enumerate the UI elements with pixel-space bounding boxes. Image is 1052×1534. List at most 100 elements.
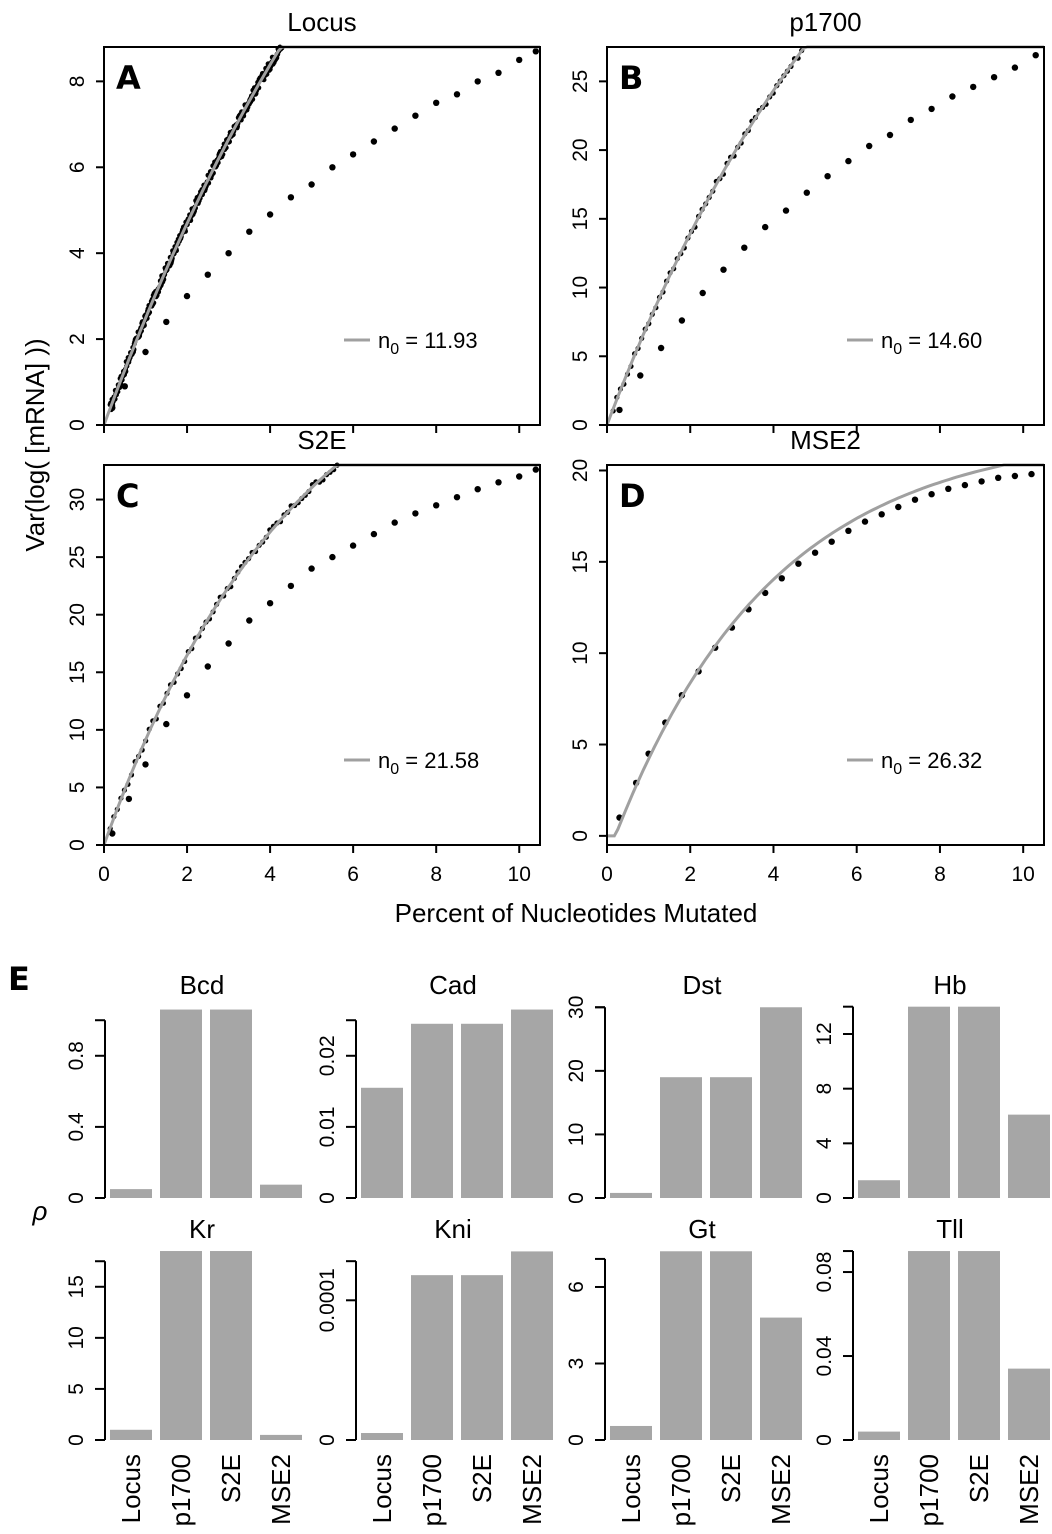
data-point: [895, 503, 902, 511]
legend-label-mse2: n0 = 26.32: [881, 748, 982, 778]
data-point: [474, 486, 481, 493]
data-point: [183, 292, 191, 300]
data-point: [878, 511, 885, 518]
category-label: MSE2: [517, 1454, 547, 1525]
y-tick-label: 0.0001: [316, 1268, 339, 1332]
scatter-panel-p1700: p1700 B 0 5 10 15 20 25 n0 = 14.60: [569, 7, 1045, 433]
bar-kni-s2e: [461, 1275, 503, 1440]
data-point: [762, 223, 769, 231]
bar-kni-p1700: [411, 1275, 453, 1440]
x-tick-label: 0: [601, 863, 613, 886]
bar-tll-p1700: [908, 1251, 950, 1440]
data-point: [516, 473, 523, 480]
data-point: [225, 640, 232, 647]
data-point: [125, 795, 133, 803]
plot-frame-p1700: [606, 46, 1045, 426]
plot-frame-locus: [103, 46, 541, 426]
data-point: [845, 157, 852, 165]
y-tick-label: 0.8: [65, 1041, 88, 1070]
data-point: [412, 510, 419, 517]
bar-title-kni: Kni: [434, 1214, 472, 1244]
data-point: [516, 56, 523, 64]
y-tick-label: 0: [65, 1192, 88, 1204]
data-point: [495, 479, 502, 486]
data-point: [795, 560, 802, 567]
data-point: [142, 761, 149, 768]
data-point: [474, 78, 481, 85]
bar-tll-mse2: [1008, 1368, 1050, 1440]
category-label: p1700: [914, 1454, 944, 1526]
bar-bcd-mse2: [260, 1184, 302, 1198]
data-point: [532, 48, 539, 55]
data-point: [391, 519, 398, 526]
data-point: [495, 69, 502, 77]
y-tick-label: 6: [66, 161, 89, 173]
y-tick-label: 4: [813, 1137, 836, 1149]
y-tick-label: 2: [66, 333, 89, 345]
y-tick-label: 0: [565, 1192, 588, 1204]
panel-title-mse2: MSE2: [790, 425, 861, 455]
fit-curve-locus: [102, 45, 540, 426]
y-tick-label: 25: [66, 545, 89, 568]
y-tick-label: 5: [66, 782, 89, 794]
top-x-axis-label: Percent of Nucleotides Mutated: [395, 898, 758, 928]
x-tick-label: 8: [430, 863, 442, 886]
y-tick-label: 0: [316, 1192, 339, 1204]
panel-letter-c: C: [116, 477, 139, 515]
bar-hb-mse2: [1008, 1114, 1050, 1198]
y-tick-label: 0: [66, 419, 89, 431]
data-point: [699, 289, 706, 297]
bar-gt-mse2: [760, 1317, 802, 1440]
category-label: MSE2: [1014, 1454, 1044, 1525]
data-point: [266, 600, 274, 607]
bar-hb-locus: [858, 1180, 900, 1198]
data-points-s2e: [107, 462, 539, 837]
bar-cad-locus: [361, 1087, 403, 1198]
y-tick-label: 20: [66, 603, 89, 626]
bar-kni-mse2: [511, 1251, 553, 1440]
data-point: [121, 383, 128, 390]
data-point: [637, 372, 644, 379]
y-tick-label: 25: [569, 70, 592, 93]
data-point: [204, 271, 211, 278]
data-point: [907, 116, 914, 124]
bar-kr-s2e: [210, 1251, 252, 1440]
x-tick-label: 4: [768, 863, 780, 886]
x-tick-label: 10: [508, 863, 531, 886]
y-tick-label: 30: [565, 996, 588, 1019]
data-point: [886, 131, 894, 139]
bar-panel-kni: Kni 0 0.0001 Locus p1700 S2E MSE2: [316, 1214, 553, 1526]
x-tick-label: 6: [851, 863, 863, 886]
y-tick-label: 0.04: [813, 1335, 836, 1376]
data-point: [329, 164, 336, 171]
bar-bcd-p1700: [160, 1009, 202, 1198]
y-tick-label: 0: [66, 839, 89, 851]
bar-hb-s2e: [958, 1006, 1000, 1198]
data-point: [391, 125, 398, 132]
bar-panel-dst: Dst 0 10 20 30: [565, 970, 802, 1204]
bar-gt-s2e: [710, 1251, 752, 1440]
data-point: [1028, 470, 1035, 478]
data-point: [678, 317, 686, 324]
data-point: [990, 74, 998, 81]
bar-title-cad: Cad: [429, 970, 477, 1000]
y-tick-label: 10: [565, 1123, 588, 1146]
data-point: [370, 138, 378, 145]
legend-label-p1700: n0 = 14.60: [881, 328, 982, 358]
data-point: [163, 318, 170, 326]
data-point: [433, 502, 440, 509]
y-tick-label: 0.01: [316, 1106, 339, 1147]
data-point: [828, 538, 835, 545]
category-label: S2E: [716, 1454, 746, 1503]
x-tick-label: 2: [181, 863, 193, 886]
panel-title-locus: Locus: [287, 7, 356, 37]
fit-curve-mse2: [607, 463, 1044, 838]
bar-dst-s2e: [710, 1077, 752, 1198]
panel-letter-b: B: [619, 59, 643, 97]
data-point: [1032, 52, 1039, 59]
y-tick-label: 6: [565, 1281, 588, 1293]
panel-e-letter: E: [8, 960, 30, 998]
bar-tll-s2e: [958, 1251, 1000, 1440]
